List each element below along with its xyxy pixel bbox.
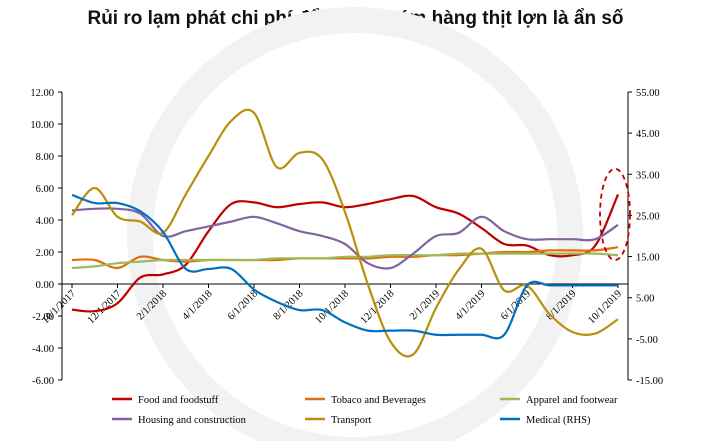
right-tick-label: -5.00 <box>636 335 658 346</box>
series-line-food-and-foodstuff <box>71 193 620 313</box>
right-tick-label: 25.00 <box>636 211 660 222</box>
right-tick-label: 15.00 <box>636 253 660 264</box>
legend-label-apparel-and-footwear: Apparel and footwear <box>526 395 618 406</box>
x-tick-label: 4/1/2019 <box>453 288 487 322</box>
left-tick-label: 4.00 <box>36 216 54 227</box>
series-line-medical-rhs <box>71 193 618 340</box>
left-tick-label: 10.00 <box>30 120 54 131</box>
left-tick-label: -2.00 <box>32 312 54 323</box>
x-tick-label: 6/1/2018 <box>226 288 260 322</box>
legend-label-food-and-foodstuff: Food and foodstuff <box>138 395 219 406</box>
left-tick-label: 6.00 <box>36 184 54 195</box>
x-tick-label: 6/1/2019 <box>499 288 533 322</box>
x-tick-label: 8/1/2018 <box>271 288 305 322</box>
x-tick-label: 10/1/2017 <box>40 288 78 326</box>
left-tick-label: 8.00 <box>36 152 54 163</box>
left-tick-label: -4.00 <box>32 344 54 355</box>
x-tick-label: 12/1/2018 <box>359 288 397 326</box>
x-tick-label: 12/1/2017 <box>86 288 124 326</box>
watermark-circle <box>127 7 583 441</box>
x-tick-label: 4/1/2018 <box>180 288 214 322</box>
legend-label-medical-rhs: Medical (RHS) <box>526 415 591 426</box>
right-tick-label: 5.00 <box>636 294 654 305</box>
right-tick-label: 35.00 <box>636 170 660 181</box>
series-line-housing-and-construction <box>71 207 619 270</box>
left-tick-label: 0.00 <box>36 280 54 291</box>
left-tick-label: 12.00 <box>30 88 54 99</box>
legend-label-tobaco-and-beverages: Tobaco and Beverages <box>331 395 426 406</box>
x-tick-label: 10/1/2019 <box>586 288 624 326</box>
highlight-ellipse <box>599 167 631 261</box>
series-line-apparel-and-footwear <box>71 252 619 270</box>
right-tick-label: 45.00 <box>636 129 660 140</box>
left-tick-label: -6.00 <box>32 376 54 387</box>
legend-label-transport: Transport <box>331 415 372 426</box>
x-tick-label: 10/1/2018 <box>313 288 351 326</box>
right-tick-label: -15.00 <box>636 376 663 387</box>
right-tick-label: 55.00 <box>636 88 660 99</box>
left-tick-label: 2.00 <box>36 248 54 259</box>
legend-label-housing-and-construction: Housing and construction <box>138 415 247 426</box>
